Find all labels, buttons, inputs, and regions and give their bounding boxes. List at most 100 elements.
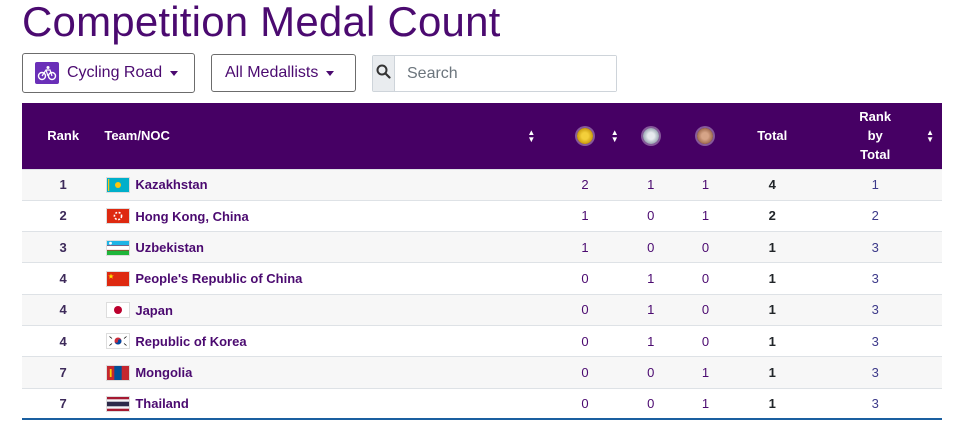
silver-count: 1 [647,333,655,349]
rank-by-total-label-3: Total [860,147,891,163]
team-name[interactable]: Republic of Korea [135,333,247,349]
team-cell[interactable]: Mongolia [104,357,543,388]
table-row: 4 People's Republic of China 0 1 0 1 3 [22,262,942,295]
rank-cell: 2 [59,208,67,224]
sort-icon[interactable]: ▲ ▼ [527,127,536,144]
rank-cell: 3 [59,239,67,255]
total-column-header: Total [757,128,788,144]
search-box [372,55,617,92]
medallist-filter-dropdown[interactable]: All Medallists [211,54,356,92]
rank-by-total-cell: 3 [871,333,879,349]
rank-by-total-cell: 2 [871,208,879,224]
table-row: 7 Mongolia 0 0 1 1 3 [22,356,942,389]
total-count: 1 [768,333,776,349]
bronze-count: 1 [701,177,710,193]
rank-by-total-column-header[interactable]: Rank by Total ▲ ▼ [808,103,942,169]
search-icon [376,64,391,84]
mongolia-flag [106,364,131,381]
bronze-count: 0 [701,302,710,318]
team-cell[interactable]: Republic of Korea [104,325,543,356]
team-name[interactable]: Kazakhstan [135,177,208,193]
team-cell[interactable]: Japan [104,294,543,325]
rank-column-header: Rank [47,128,80,144]
rank-by-total-label-1: Rank [859,109,892,125]
gold-count: 2 [581,177,589,193]
total-count: 4 [768,177,776,193]
total-count: 1 [768,302,776,318]
gold-count: 1 [581,239,589,255]
team-name[interactable]: Hong Kong, China [135,208,249,224]
rank-cell: 1 [59,177,67,193]
japan-flag [106,302,131,319]
team-name[interactable]: Uzbekistan [135,240,204,256]
silver-medal-icon [642,128,659,145]
bronze-count: 1 [701,395,710,411]
search-input[interactable] [395,56,616,91]
rank-by-total-label-2: by [867,128,883,144]
team-cell[interactable]: Uzbekistan [104,232,543,263]
table-row: 2 Hong Kong, China 1 0 1 2 2 [22,200,942,232]
gold-medal-icon [576,128,593,145]
sport-dropdown-button[interactable]: Cycling Road [22,53,195,93]
bronze-count: 0 [701,239,710,255]
rank-by-total-cell: 1 [871,177,879,193]
team-name[interactable]: Thailand [135,396,189,412]
china-flag [106,270,131,287]
table-row: 4 Japan 0 1 0 1 3 [22,294,942,326]
gold-count: 0 [581,333,589,349]
rank-by-total-cell: 3 [871,302,879,318]
bronze-count: 1 [701,208,710,224]
kazakhstan-flag [106,176,131,193]
sort-icon[interactable]: ▲ ▼ [610,127,619,144]
rank-cell: 4 [59,302,67,318]
rank-by-total-cell: 3 [871,364,879,380]
thailand-flag [106,395,131,412]
team-cell[interactable]: People's Republic of China [104,263,543,294]
rank-by-total-cell: 3 [871,271,879,287]
korea-flag [106,333,131,350]
team-name[interactable]: People's Republic of China [135,271,303,287]
bronze-medal-icon [697,128,714,145]
silver-count: 1 [647,271,655,287]
team-cell[interactable]: Thailand [104,388,543,419]
total-count: 1 [768,395,776,411]
team-cell[interactable]: Hong Kong, China [104,200,543,231]
silver-column-header[interactable] [627,103,675,169]
rank-by-total-cell: 3 [871,395,879,411]
gold-count: 0 [581,364,589,380]
rank-cell: 7 [59,395,67,411]
table-row: 3 Uzbekistan 1 0 0 1 3 [22,231,942,263]
silver-count: 1 [647,302,655,318]
table-row: 4 Republic of Korea 0 1 0 1 3 [22,325,942,357]
gold-column-header[interactable]: ▲ ▼ [543,103,626,169]
table-row: 1 Kazakhstan 2 1 1 4 1 [22,169,942,201]
cycling-road-icon [35,62,59,84]
silver-count: 0 [647,239,655,255]
bronze-count: 0 [701,333,710,349]
silver-count: 0 [647,208,655,224]
page-title: Competition Medal Count [22,0,501,45]
bronze-column-header[interactable] [675,103,736,169]
team-cell[interactable]: Kazakhstan [104,169,543,200]
silver-count: 0 [647,395,655,411]
rank-by-total-cell: 3 [871,239,879,255]
silver-count: 0 [647,364,655,380]
total-count: 1 [768,271,776,287]
team-column-header[interactable]: Team/NOC ▲ ▼ [104,103,543,169]
rank-cell: 4 [59,333,67,349]
team-name[interactable]: Japan [135,302,173,318]
sort-icon[interactable]: ▲ ▼ [926,127,934,144]
rank-cell: 4 [59,271,67,287]
bronze-count: 0 [701,271,710,287]
sport-dropdown-label: Cycling Road [67,64,163,81]
medallist-filter-label: All Medallists [225,64,319,81]
team-name[interactable]: Mongolia [135,365,193,381]
gold-count: 0 [581,271,589,287]
search-button[interactable] [373,56,395,91]
hong-kong-flag [106,208,131,225]
table-header-row: Rank Team/NOC ▲ ▼ ▲ ▼ Total Rank by Total … [22,103,942,169]
chevron-down-icon [326,70,335,76]
total-count: 1 [768,364,776,380]
bronze-count: 1 [701,364,710,380]
gold-count: 0 [581,395,589,411]
